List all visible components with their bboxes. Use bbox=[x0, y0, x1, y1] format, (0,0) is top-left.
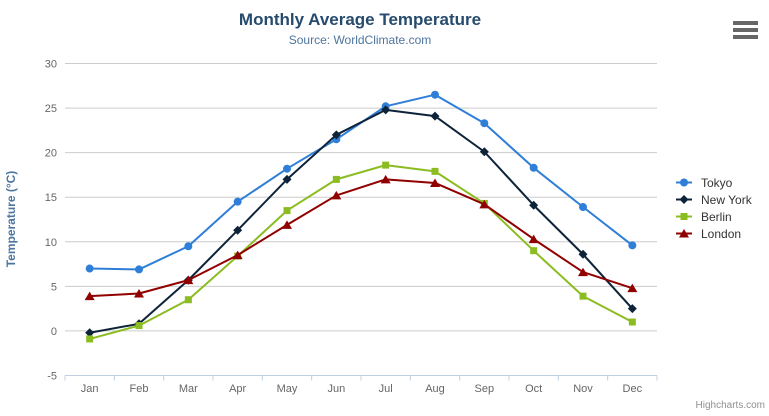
data-point[interactable] bbox=[579, 203, 587, 212]
chart-subtitle: Source: WorldClimate.com bbox=[288, 33, 432, 47]
data-point[interactable] bbox=[530, 247, 538, 255]
legend-item-new-york[interactable]: New York bbox=[676, 191, 752, 208]
data-point[interactable] bbox=[381, 105, 391, 115]
triangle-marker-icon bbox=[676, 229, 692, 238]
x-tick-label: Dec bbox=[623, 383, 643, 395]
y-tick-label: 25 bbox=[45, 103, 57, 115]
data-point[interactable] bbox=[627, 283, 638, 293]
series-new-york[interactable] bbox=[85, 105, 637, 338]
chart-menu-button[interactable] bbox=[733, 21, 758, 39]
data-point[interactable] bbox=[382, 161, 390, 169]
data-point[interactable] bbox=[282, 220, 292, 229]
x-tick-label: Oct bbox=[525, 383, 542, 395]
data-point[interactable] bbox=[628, 318, 636, 326]
data-point[interactable] bbox=[233, 225, 243, 235]
x-tick-label: May bbox=[277, 383, 298, 395]
data-point[interactable] bbox=[380, 174, 391, 184]
legend-item-tokyo[interactable]: Tokyo bbox=[676, 174, 752, 191]
legend-label: New York bbox=[701, 192, 752, 207]
series-group bbox=[84, 90, 638, 343]
x-tick-label: Aug bbox=[425, 383, 445, 395]
chart-title: Monthly Average Temperature bbox=[238, 10, 482, 29]
data-point[interactable] bbox=[233, 197, 242, 206]
legend-marker bbox=[679, 229, 689, 238]
legend-marker bbox=[679, 195, 689, 204]
data-point[interactable] bbox=[528, 234, 539, 244]
y-tick-label: 5 bbox=[51, 281, 57, 293]
data-point[interactable] bbox=[84, 291, 95, 301]
data-point[interactable] bbox=[282, 174, 292, 184]
series-line[interactable] bbox=[88, 178, 634, 298]
data-point[interactable] bbox=[431, 90, 439, 99]
diamond-marker-icon bbox=[676, 195, 692, 204]
data-point[interactable] bbox=[529, 163, 538, 172]
data-point[interactable] bbox=[579, 292, 587, 300]
x-tick-label: Sep bbox=[475, 383, 495, 395]
data-point[interactable] bbox=[135, 265, 143, 274]
x-tick-label: Feb bbox=[130, 383, 149, 395]
legend-label: Berlin bbox=[701, 209, 732, 224]
legend-marker bbox=[680, 178, 688, 187]
data-point[interactable] bbox=[578, 249, 588, 259]
data-point[interactable] bbox=[283, 164, 291, 173]
data-point[interactable] bbox=[627, 304, 637, 314]
gridlines: -5 0 5 10 15 20 25 30 bbox=[45, 59, 657, 383]
x-axis-labels: Jan Feb Mar Apr May Jun Jul Aug Sep Oct Nov Dec bbox=[81, 383, 643, 395]
x-tick-label: Nov bbox=[573, 383, 593, 395]
data-point[interactable] bbox=[184, 296, 192, 304]
data-point[interactable] bbox=[85, 328, 95, 338]
series-tokyo[interactable] bbox=[85, 90, 637, 274]
data-point[interactable] bbox=[283, 207, 291, 215]
data-point[interactable] bbox=[431, 167, 439, 175]
y-tick-label: 15 bbox=[45, 192, 57, 204]
x-tick-label: Mar bbox=[179, 383, 198, 395]
legend: Tokyo New York Berlin London bbox=[676, 174, 752, 242]
legend-item-london[interactable]: London bbox=[676, 225, 752, 242]
credits-link[interactable]: Highcharts.com bbox=[695, 400, 765, 411]
series-line[interactable] bbox=[88, 108, 634, 334]
y-tick-label: -5 bbox=[47, 371, 57, 383]
data-point[interactable] bbox=[331, 190, 342, 200]
data-point[interactable] bbox=[480, 119, 489, 128]
data-point[interactable] bbox=[85, 264, 94, 273]
data-point[interactable] bbox=[332, 175, 340, 183]
y-tick-label: 10 bbox=[45, 237, 57, 249]
legend-label: Tokyo bbox=[701, 175, 733, 190]
y-tick-label: 30 bbox=[45, 59, 57, 71]
data-point[interactable] bbox=[134, 288, 144, 298]
y-tick-label: 20 bbox=[45, 148, 57, 160]
data-point[interactable] bbox=[479, 147, 489, 157]
data-point[interactable] bbox=[86, 335, 94, 343]
square-marker-icon bbox=[676, 213, 692, 220]
y-tick-label: 0 bbox=[51, 326, 57, 338]
y-axis-title: Temperature (°C) bbox=[4, 171, 18, 268]
data-point[interactable] bbox=[628, 241, 637, 250]
series-line[interactable] bbox=[88, 93, 634, 271]
series-london[interactable] bbox=[84, 174, 638, 301]
data-point[interactable] bbox=[331, 130, 341, 140]
x-axis bbox=[64, 375, 658, 381]
hamburger-icon bbox=[733, 21, 758, 39]
legend-item-berlin[interactable]: Berlin bbox=[676, 208, 752, 225]
x-tick-label: Apr bbox=[229, 383, 246, 395]
x-tick-label: Jun bbox=[327, 383, 345, 395]
circle-marker-icon bbox=[676, 178, 692, 187]
data-point[interactable] bbox=[430, 111, 440, 121]
series-line[interactable] bbox=[88, 164, 634, 340]
data-point[interactable] bbox=[430, 178, 440, 187]
legend-marker bbox=[680, 213, 688, 220]
x-tick-label: Jul bbox=[379, 383, 393, 395]
data-point[interactable] bbox=[184, 242, 193, 251]
x-tick-label: Jan bbox=[81, 383, 99, 395]
data-point[interactable] bbox=[135, 322, 143, 330]
data-point[interactable] bbox=[183, 275, 194, 285]
legend-label: London bbox=[701, 226, 742, 241]
data-point[interactable] bbox=[529, 200, 539, 210]
data-point[interactable] bbox=[578, 267, 588, 277]
data-point[interactable] bbox=[479, 199, 490, 209]
data-point[interactable] bbox=[232, 250, 243, 260]
